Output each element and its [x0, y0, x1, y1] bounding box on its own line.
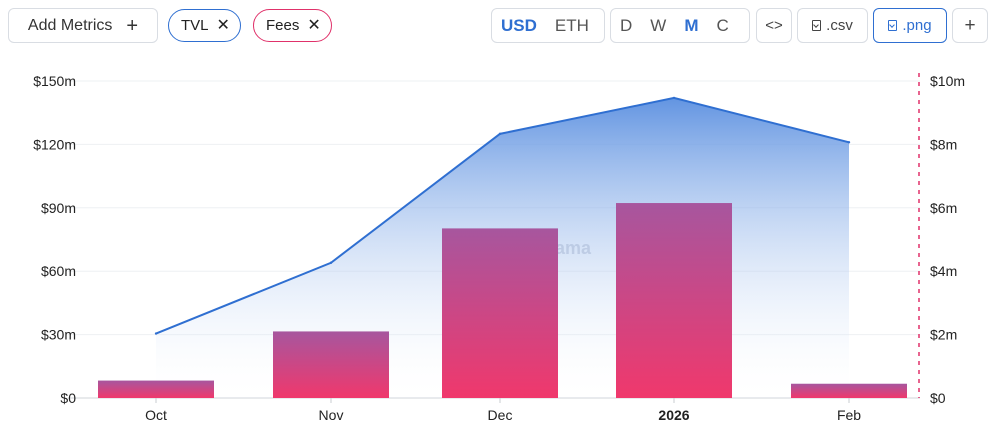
tvl-point[interactable] — [672, 96, 676, 100]
x-tick-label: Nov — [319, 407, 344, 423]
fees-bars — [98, 203, 907, 398]
period-option-c[interactable]: C — [716, 15, 729, 35]
left-y-axis: $0 $30m $60m $90m $120m $150m — [33, 73, 76, 406]
right-tick-label: $6m — [930, 200, 957, 216]
x-axis: Oct Nov Dec 2026 Feb — [145, 398, 861, 423]
metric-pill-fees[interactable]: Fees ✕ — [253, 9, 332, 42]
right-tick-label: $0 — [930, 390, 946, 406]
csv-label: .csv — [826, 17, 853, 34]
add-metrics-label: Add Metrics — [27, 16, 113, 34]
code-icon: <> — [765, 17, 783, 34]
metric-pill-label: TVL — [181, 17, 209, 34]
period-option-w[interactable]: W — [650, 15, 667, 35]
x-tick-label: Feb — [837, 407, 861, 423]
period-toggle: D W M C — [610, 8, 750, 43]
metric-pill-tvl[interactable]: TVL ✕ — [168, 9, 241, 42]
left-tick-label: $0 — [60, 390, 76, 406]
tvl-point[interactable] — [329, 261, 333, 264]
tvl-point[interactable] — [154, 332, 158, 335]
watermark: ama — [555, 238, 592, 258]
fees-bar[interactable] — [616, 203, 732, 398]
left-tick-label: $30m — [41, 327, 76, 343]
fees-bar[interactable] — [98, 380, 214, 398]
right-y-axis: $0 $2m $4m $6m $8m $10m — [918, 73, 965, 406]
currency-option-eth[interactable]: ETH — [554, 15, 589, 35]
tvl-fees-chart: $0$30m$60m$90m$120m$150m $0$2m$4m$6m$8m$… — [33, 73, 965, 423]
png-download-button[interactable]: .png — [873, 8, 947, 43]
period-option-m[interactable]: M — [684, 15, 699, 35]
left-tick-label: $60m — [41, 263, 76, 279]
right-tick-label: $4m — [930, 263, 957, 279]
tvl-point[interactable] — [847, 141, 851, 144]
fees-bar[interactable] — [442, 228, 558, 398]
plus-icon: + — [964, 14, 976, 36]
download-icon — [812, 20, 822, 31]
fees-bar[interactable] — [273, 331, 389, 398]
left-tick-label: $150m — [33, 73, 76, 89]
metric-pill-label: Fees — [266, 17, 300, 34]
fees-bar[interactable] — [791, 383, 907, 398]
x-tick-label: Oct — [145, 407, 167, 423]
embed-button[interactable]: <> — [756, 8, 792, 43]
csv-download-button[interactable]: .csv — [797, 8, 868, 43]
close-icon[interactable]: ✕ — [307, 16, 321, 34]
period-option-d[interactable]: D — [620, 15, 633, 35]
left-tick-label: $120m — [33, 136, 76, 152]
download-icon — [888, 20, 898, 31]
x-tick-label: 2026 — [658, 407, 689, 423]
right-tick-label: $2m — [930, 327, 957, 343]
currency-toggle: USD ETH — [491, 8, 605, 43]
add-metrics-button[interactable]: Add Metrics + — [8, 8, 158, 43]
chart-toolbar: Add Metrics + TVL ✕ Fees ✕ USD ETH D W M… — [0, 0, 994, 50]
png-label: .png — [902, 17, 932, 34]
more-button[interactable]: + — [952, 8, 988, 43]
close-icon[interactable]: ✕ — [216, 16, 230, 34]
tvl-point[interactable] — [498, 132, 502, 136]
right-tick-label: $8m — [930, 136, 957, 152]
x-tick-label: Dec — [488, 407, 513, 423]
left-tick-label: $90m — [41, 200, 76, 216]
currency-option-usd[interactable]: USD — [501, 15, 537, 35]
plus-icon: + — [126, 14, 139, 37]
right-tick-label: $10m — [930, 73, 965, 89]
